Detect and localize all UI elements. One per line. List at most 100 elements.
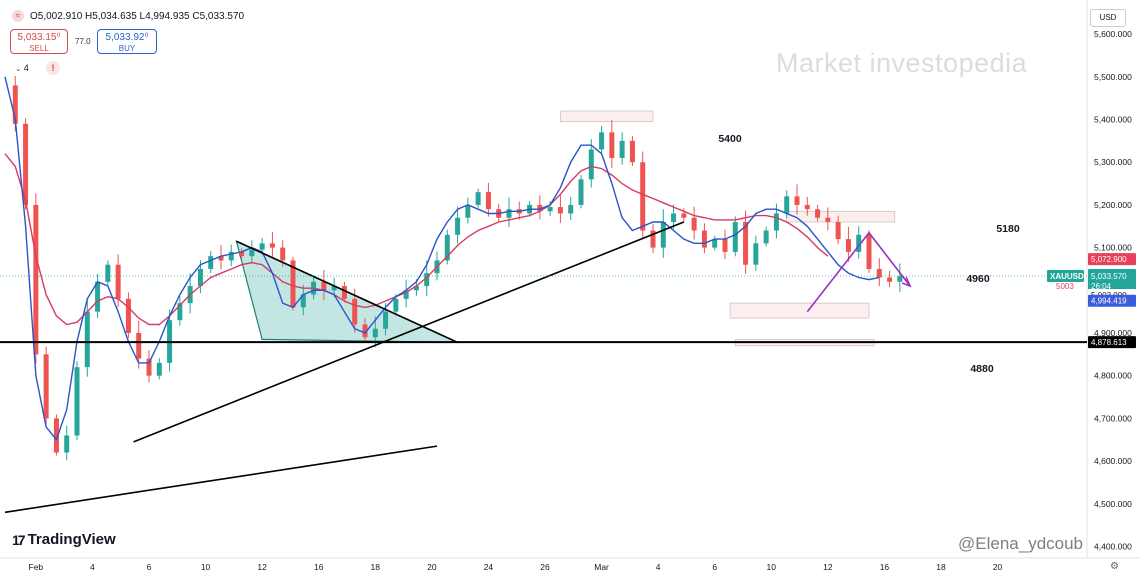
candle-body [362,324,368,338]
candle-body [650,230,656,248]
zone-label: 4960 [966,273,990,285]
candle-body [547,207,553,212]
candle-body [629,140,635,163]
candle-body [763,230,769,244]
zone-box [729,302,870,319]
alert-icon[interactable]: ! [46,61,60,75]
price-label-ma-fast-bg [1088,294,1136,307]
sell-label: SELL [29,44,49,53]
buy-button[interactable]: 5,033.92⁰ BUY [97,29,157,54]
candle-body [660,222,666,248]
y-tick-label: 5,500.000 [1094,72,1132,82]
candle-body [671,213,677,222]
candle-body [74,367,80,436]
candle-body [290,260,296,308]
buy-label: BUY [118,44,136,53]
zone-label: 5180 [996,223,1020,235]
candle-body [33,204,39,355]
candle-body [136,333,142,359]
chevron-down-icon: ⌄ [15,66,22,73]
lots-value: 4 [23,63,29,73]
lots-dropdown[interactable]: ⌄ 4 [10,61,34,75]
candle-body [228,251,234,261]
candle-body [866,234,872,269]
price-label-last-bg [1088,268,1136,293]
candle-body [64,435,70,453]
candle-body [239,251,245,257]
side-label-5003: 5003 [1056,282,1074,291]
candle-body [300,294,306,308]
price-label-support-bg [1088,336,1136,349]
zone-box [560,110,654,123]
x-tick-label: 12 [257,562,267,572]
candle-body [701,230,707,248]
sell-price: 5,033.15⁰ [17,32,61,43]
x-tick-label: 10 [767,562,777,572]
currency-selector[interactable]: USD [1090,9,1126,27]
y-tick-label: 4,900.000 [1094,328,1132,338]
candle-body [84,311,90,368]
trendline [4,445,438,514]
candle-body [897,276,903,282]
candle-body [331,286,337,291]
sell-button[interactable]: 5,033.15⁰ SELL [10,29,68,54]
y-tick-label: 5,300.000 [1094,157,1132,167]
candle-body [125,298,131,333]
candle-body [743,222,749,265]
author-credit: @Elena_ydcoub [958,534,1084,553]
candle-body [506,209,512,218]
candle-body [455,217,461,235]
x-tick-label: 20 [427,562,437,572]
candle-body [321,281,327,291]
candle-body [43,354,49,419]
x-tick-label: 4 [90,562,95,572]
x-tick-label: 18 [936,562,946,572]
candle-body [722,239,728,252]
candle-body [403,290,409,299]
symbol-tag-bg [1047,269,1084,282]
candle-body [53,418,59,453]
logo-text: TradingView [27,531,116,548]
trendline [133,221,685,443]
symbol-tag: XAUUSD [1050,272,1084,281]
candle-body [485,192,491,210]
candle-body [105,264,111,282]
candle-body [218,256,224,261]
candle-body [887,277,893,282]
tradingview-logo: 17 TradingView [12,531,116,548]
y-tick-label: 4,700.000 [1094,413,1132,423]
x-tick-label: 4 [656,562,661,572]
currency-label: USD [1099,13,1117,22]
candle-body [146,358,152,376]
x-tick-label: 26 [540,562,550,572]
ma-slow-line [4,153,829,326]
candle-body [177,303,183,321]
candle-body [773,213,779,231]
watermark-text: Market investopedia [776,48,1028,78]
candle-body [197,268,203,287]
x-tick-label: Mar [594,562,609,572]
candle-body [372,328,378,338]
y-tick-label: 4,400.000 [1094,541,1132,551]
candle-body [383,311,389,329]
settings-gear-icon[interactable]: ⚙ [1110,561,1119,572]
y-tick-label: 4,600.000 [1094,456,1132,466]
candle-body [259,243,265,250]
projection-arrowhead [901,276,912,288]
x-tick-label: 12 [823,562,833,572]
x-tick-label: 16 [314,562,324,572]
x-tick-label: 10 [201,562,211,572]
candle-body [578,179,584,205]
y-tick-label: 4,800.000 [1094,371,1132,381]
candle-body [95,281,101,312]
y-tick-label: 5,600.000 [1094,29,1132,39]
zone-label: 5400 [718,133,742,145]
candle-body [269,243,275,248]
candle-body [794,196,800,205]
symbol-icon: ≈ [12,10,24,22]
x-tick-label: 20 [993,562,1003,572]
price-label-countdown: 26:04 [1091,282,1112,291]
price-label-ma-fast: 4,994.419 [1091,297,1127,306]
candle-body [876,268,882,278]
